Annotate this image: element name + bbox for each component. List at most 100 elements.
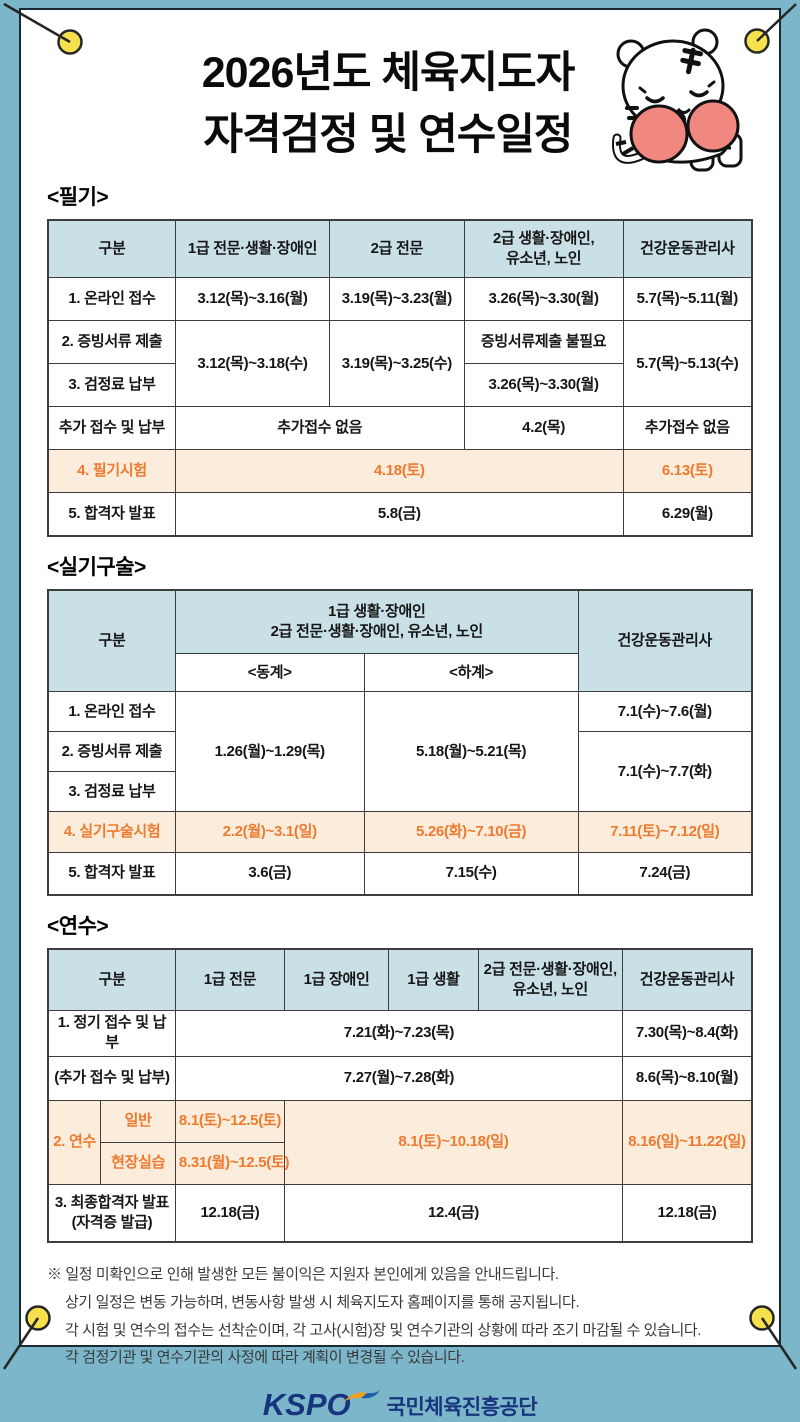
table-row: <동계> <하계> <box>48 653 752 693</box>
table-cell: 3.19(목)~3.23(월) <box>329 277 465 322</box>
table-row: 2. 증빙서류 제출 3.12(목)~3.18(수) 3.19(목)~3.25(수)… <box>47 320 753 408</box>
table-cell: 7.1(수)~7.6(월) <box>577 691 753 733</box>
table-row: 1. 정기 접수 및 납부 7.21(화)~7.23(목) 7.30(목)~8.4(… <box>47 1010 753 1057</box>
table-cell: 3.26(목)~3.30(월) <box>463 277 624 322</box>
table-cell: 6.29(월) <box>622 492 753 537</box>
table-cell: 5.18(월)~5.21(목) <box>363 691 579 813</box>
table-cell: 3. 검정료 납부 <box>47 363 176 408</box>
table-cell: 4. 실기구술시험 <box>47 811 176 854</box>
column-header: 2급 전문 <box>329 219 465 279</box>
table-cell: 5.7(목)~5.13(수) <box>622 320 753 408</box>
table-cell: 1. 온라인 접수 <box>47 277 176 322</box>
column-header: 2급 생활·장애인, 유소년, 노인 <box>463 219 624 279</box>
table-row: 2. 증빙서류 제출 7.1(수)~7.7(화) <box>47 731 753 813</box>
column-header: 건강운동관리사 <box>622 219 753 279</box>
table-cell: 12.18(금) <box>174 1183 286 1243</box>
tiger-mascot-icon <box>612 28 743 172</box>
table-row: 3. 검정료 납부 <box>47 771 752 813</box>
table-cell: 5. 합격자 발표 <box>47 852 176 896</box>
table-cell: 3.6(금) <box>174 852 365 896</box>
column-header: 건강운동관리사 <box>621 948 753 1012</box>
table-cell: 5. 합격자 발표 <box>47 492 176 537</box>
table-cell: 12.4(금) <box>284 1183 623 1243</box>
table-cell: 3. 최종합격자 발표 (자격증 발급) <box>47 1183 176 1243</box>
table-cell: 추가 접수 및 납부 <box>47 406 176 451</box>
table-cell: 7.1(수)~7.7(화) <box>577 731 753 813</box>
section-training: <연수> 구분 1급 전문 1급 장애인 1급 생활 2급 전문·생활·장애인, 유소년… <box>47 910 753 1244</box>
section-heading-written: <필기> <box>47 185 109 209</box>
table-cell: 추가접수 없음 <box>174 406 465 451</box>
table-cell: 3.12(목)~3.16(월) <box>174 277 331 322</box>
practical-oral-table: 구분 1급 생활·장애인 2급 전문·생활·장애인, 유소년, 노인 건강운동관리사… <box>47 588 753 896</box>
training-table: 구분 1급 전문 1급 장애인 1급 생활 2급 전문·생활·장애인, 유소년, 노인 건… <box>47 947 753 1244</box>
footnote-line: 각 시험 및 연수의 접수는 선착순이며, 각 고사(시험)장 및 연수기관의 … <box>65 1321 702 1339</box>
table-cell: 4.2(목) <box>463 406 624 451</box>
footnote-line: 각 검정기관 및 연수기관의 사정에 따라 계획이 변경될 수 있습니다. <box>65 1349 465 1367</box>
table-cell: 8.6(목)~8.10(월) <box>621 1055 753 1101</box>
table-cell: 2. 증빙서류 제출 <box>47 320 176 365</box>
table-cell: 1. 온라인 접수 <box>47 691 176 733</box>
column-header: 구분 <box>47 219 176 279</box>
poster-title-line2: 자격검정 및 연수일정 <box>203 111 574 160</box>
table-cell: 7.30(목)~8.4(화) <box>621 1010 753 1057</box>
column-header: 구분 <box>47 589 176 693</box>
table-cell: 7.21(화)~7.23(목) <box>174 1010 623 1057</box>
column-header: 1급 생활·장애인 2급 전문·생활·장애인, 유소년, 노인 <box>174 589 579 655</box>
footnotes: ※ 일정 미확인으로 인해 발생한 모든 불이익은 지원자 본인에게 있음을 안… <box>47 1261 753 1372</box>
table-cell: 5.7(목)~5.11(월) <box>622 277 753 322</box>
table-cell: 1. 정기 접수 및 납부 <box>47 1010 176 1057</box>
table-cell: 7.11(토)~7.12(일) <box>577 811 753 854</box>
table-cell: <하계> <box>363 653 579 693</box>
table-cell: 증빙서류제출 불필요 <box>463 320 624 365</box>
column-header: 1급 전문 <box>174 948 286 1012</box>
table-cell: <동계> <box>174 653 365 693</box>
kspo-logo: KSPO 국민체육진흥공단 <box>47 1388 753 1420</box>
section-written-exam: <필기> 구분 1급 전문·생활·장애인 2급 전문 2급 생활·장애인, 유소년, … <box>47 181 753 537</box>
table-cell: 현장실습 <box>100 1141 176 1185</box>
table-cell: 4. 필기시험 <box>47 449 176 494</box>
kspo-logo-text: KSPO <box>262 1387 351 1422</box>
table-cell: 3.26(목)~3.30(월) <box>463 363 624 408</box>
table-cell: 8.1(토)~12.5(토) <box>174 1099 286 1143</box>
table-row: 2. 연수 일반 8.1(토)~12.5(토) 8.1(토)~10.18(일) 8.16… <box>47 1099 753 1185</box>
footnote-line: 상기 일정은 변동 가능하며, 변동사항 발생 시 체육지도자 홈페이지를 통해… <box>65 1293 580 1311</box>
table-row: 5. 합격자 발표 5.8(금) 6.29(월) <box>47 492 753 537</box>
table-cell: 12.18(금) <box>621 1183 753 1243</box>
column-header: 1급 전문·생활·장애인 <box>174 219 331 279</box>
table-cell: 추가접수 없음 <box>622 406 753 451</box>
table-cell: 7.24(금) <box>577 852 753 896</box>
table-cell: 6.13(토) <box>622 449 753 494</box>
table-cell: 5.26(화)~7.10(금) <box>363 811 579 854</box>
table-cell: 4.18(토) <box>174 449 624 494</box>
kspo-swoosh-icon <box>342 1390 380 1403</box>
table-cell: 1.26(월)~1.29(목) <box>174 691 365 813</box>
section-heading-practical: <실기구술> <box>47 555 146 579</box>
table-row: 1. 온라인 접수 1.26(월)~1.29(목) 5.18(월)~5.21(목) 7… <box>47 691 753 813</box>
table-row: 구분 1급 전문·생활·장애인 2급 전문 2급 생활·장애인, 유소년, 노인 건강운… <box>47 219 753 279</box>
kspo-org-name: 국민체육진흥공단 <box>386 1396 538 1419</box>
table-cell: 8.31(월)~12.5(토) <box>174 1141 289 1185</box>
table-cell: 5.8(금) <box>174 492 624 537</box>
table-row: 추가 접수 및 납부 추가접수 없음 4.2(목) 추가접수 없음 <box>47 406 753 451</box>
table-row: (추가 접수 및 납부) 7.27(월)~7.28(화) 8.6(목)~8.10(월… <box>47 1055 753 1101</box>
table-row: 3. 최종합격자 발표 (자격증 발급) 12.18(금) 12.4(금) 12.18… <box>47 1183 753 1243</box>
table-cell: 2.2(월)~3.1(일) <box>174 811 365 854</box>
table-cell: 3.12(목)~3.18(수) <box>174 320 331 408</box>
table-cell: 8.1(토)~10.18(일) <box>284 1099 623 1185</box>
table-cell: 3. 검정료 납부 <box>47 771 176 813</box>
table-row: 1. 온라인 접수 3.12(목)~3.16(월) 3.19(목)~3.23(월) 3… <box>47 277 753 322</box>
table-cell: 8.16(일)~11.22(일) <box>621 1099 753 1185</box>
written-exam-table: 구분 1급 전문·생활·장애인 2급 전문 2급 생활·장애인, 유소년, 노인 건강운… <box>47 218 753 537</box>
column-header: 2급 전문·생활·장애인, 유소년, 노인 <box>477 948 623 1012</box>
column-header: 1급 장애인 <box>284 948 390 1012</box>
column-header: 건강운동관리사 <box>577 589 753 693</box>
table-cell: 일반 <box>100 1099 176 1143</box>
table-cell: 7.27(월)~7.28(화) <box>174 1055 623 1101</box>
table-row: 4. 필기시험 4.18(토) 6.13(토) <box>47 449 753 494</box>
poster-sheet: 2026년도 체육지도자 자격검정 및 연수일정 <box>19 8 781 1420</box>
table-cell: 2. 연수 <box>47 1099 102 1185</box>
table-cell: (추가 접수 및 납부) <box>47 1055 176 1101</box>
table-row: 3. 검정료 납부 3.26(목)~3.30(월) <box>47 363 752 408</box>
poster-title-line1: 2026년도 체육지도자 <box>201 49 576 97</box>
